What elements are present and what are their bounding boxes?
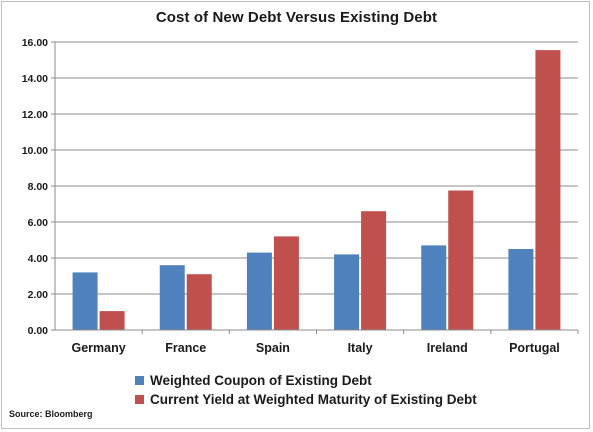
bar-coupon-spain [246,252,272,330]
x-tick-label: France [165,341,206,355]
bar-coupon-france [159,265,185,330]
chart-title: Cost of New Debt Versus Existing Debt [155,9,438,26]
x-tick-label: Germany [71,341,125,355]
legend-item-yield: Current Yield at Weighted Maturity of Ex… [135,390,477,409]
x-axis-ticks: Germany France Spain Italy Ireland Portugal [71,330,579,355]
x-tick-label: Ireland [427,341,468,355]
y-tick-label: 16.00 [22,37,48,49]
legend-swatch-coupon [135,376,144,385]
y-tick-label: 10.00 [22,145,48,157]
bar-coupon-germany [72,272,98,330]
bar-yield-france [186,274,212,330]
bar-yield-germany [99,311,125,330]
bars [72,50,561,330]
y-tick-label: 4.00 [28,253,49,265]
y-axis-ticks: 0.00 2.00 4.00 6.00 8.00 10.00 12.00 14.00 16.00 [22,37,55,337]
bar-yield-italy [361,211,387,330]
y-tick-label: 0.00 [28,325,49,337]
bar-yield-portugal [535,50,561,330]
y-tick-label: 6.00 [28,217,49,229]
legend-label-yield: Current Yield at Weighted Maturity of Ex… [150,392,477,407]
source-note: Source: Bloomberg [9,409,93,419]
bar-coupon-ireland [421,245,447,330]
gridlines [55,41,578,295]
y-tick-label: 12.00 [22,109,48,121]
x-tick-label: Portugal [509,341,560,355]
bar-coupon-italy [334,254,360,330]
legend-label-coupon: Weighted Coupon of Existing Debt [150,373,372,388]
legend-item-coupon: Weighted Coupon of Existing Debt [135,371,477,390]
x-tick-label: Spain [256,341,290,355]
legend: Weighted Coupon of Existing Debt Current… [135,371,477,409]
y-tick-label: 2.00 [28,289,49,301]
bar-yield-ireland [448,190,474,330]
bar-yield-spain [273,236,299,330]
bar-coupon-portugal [508,249,534,330]
y-tick-label: 8.00 [28,181,49,193]
y-tick-label: 14.00 [22,73,48,85]
x-tick-label: Italy [348,341,373,355]
legend-swatch-yield [135,395,144,404]
